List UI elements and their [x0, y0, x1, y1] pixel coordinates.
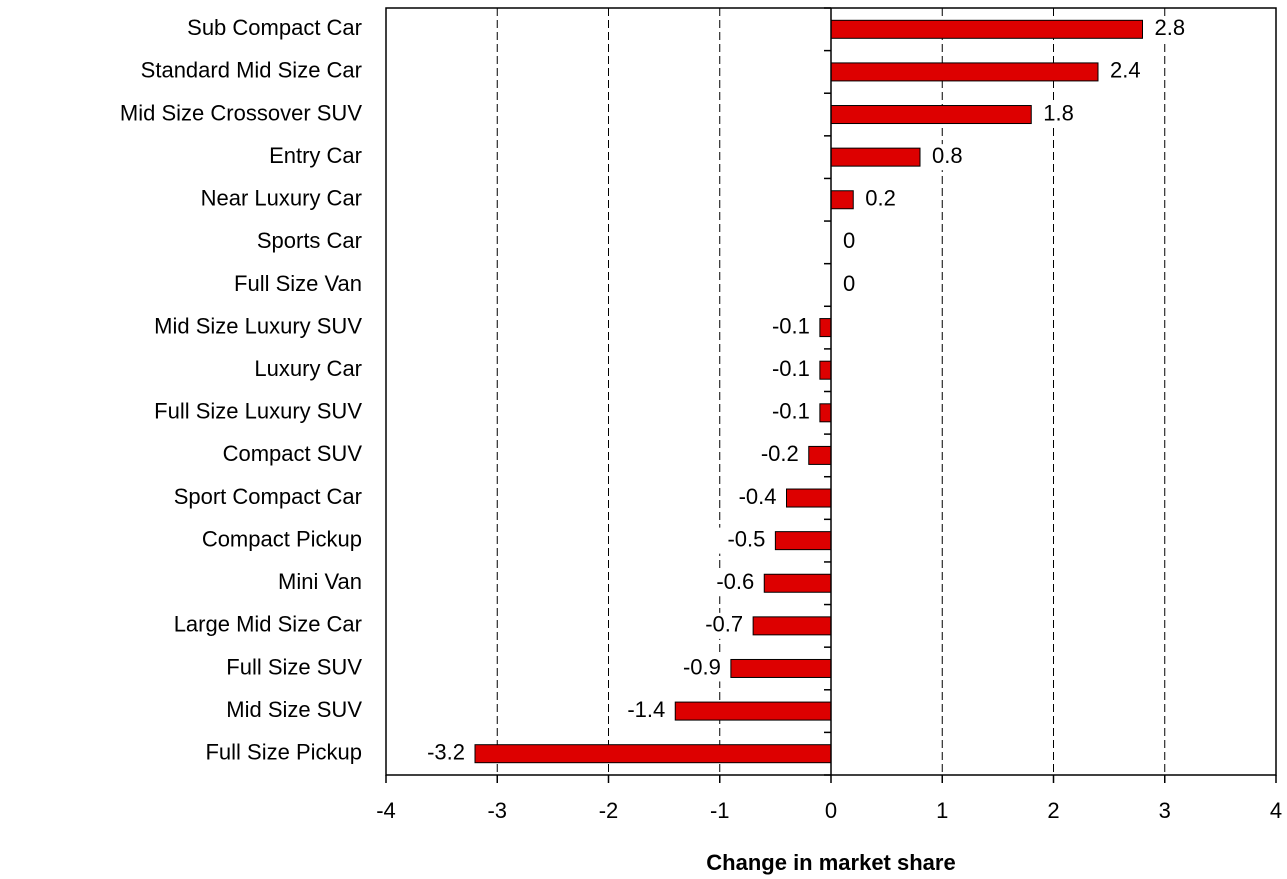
data-label: -0.6	[716, 569, 754, 594]
label-background	[667, 655, 724, 682]
bar	[830, 105, 1032, 125]
x-tick-label: 4	[1270, 798, 1282, 823]
label-background	[756, 357, 813, 384]
x-tick-label: -3	[487, 798, 507, 823]
x-tick-label: -2	[599, 798, 619, 823]
bar	[830, 190, 854, 210]
y-tick-label: Mid Size SUV	[226, 697, 362, 722]
x-tick-label: 3	[1159, 798, 1171, 823]
bar	[819, 360, 832, 380]
y-tick-label: Sports Car	[257, 228, 362, 253]
bar	[819, 318, 832, 338]
data-label: -0.1	[772, 399, 810, 424]
data-label: 0.8	[932, 143, 963, 168]
bar	[730, 658, 832, 678]
data-label: -0.2	[761, 441, 799, 466]
bar	[830, 62, 1099, 82]
bar	[819, 403, 832, 423]
y-tick-label: Standard Mid Size Car	[141, 58, 362, 83]
data-label: -0.5	[727, 526, 765, 551]
y-tick-label: Sport Compact Car	[174, 484, 362, 509]
data-label: 0	[843, 271, 855, 296]
x-axis-title: Change in market share	[706, 850, 955, 875]
label-background	[712, 527, 769, 554]
y-tick-label: Near Luxury Car	[201, 186, 362, 211]
label-background	[1151, 16, 1195, 43]
bar	[774, 531, 832, 551]
x-tick-label: -1	[710, 798, 730, 823]
y-tick-label: Mid Size Luxury SUV	[154, 313, 362, 338]
bar	[474, 744, 832, 764]
data-label: 0.2	[865, 186, 896, 211]
label-background	[690, 612, 747, 639]
data-label: -0.7	[705, 612, 743, 637]
label-background	[840, 229, 859, 256]
label-background	[1107, 58, 1151, 85]
label-background	[723, 485, 780, 512]
x-tick-label: 0	[825, 798, 837, 823]
label-background	[840, 271, 859, 298]
x-tick-label: 2	[1047, 798, 1059, 823]
bar	[674, 701, 832, 721]
label-background	[412, 740, 468, 767]
label-background	[1040, 101, 1084, 128]
label-background	[929, 144, 973, 171]
label-background	[756, 399, 813, 426]
data-label: 2.8	[1155, 15, 1186, 40]
y-tick-label: Mid Size Crossover SUV	[120, 100, 362, 125]
bar	[830, 147, 921, 167]
data-label: 1.8	[1043, 100, 1074, 125]
y-tick-label: Large Mid Size Car	[174, 612, 362, 637]
data-label: -0.9	[683, 654, 721, 679]
y-tick-label: Entry Car	[269, 143, 362, 168]
data-label: -0.1	[772, 313, 810, 338]
data-label: -0.4	[739, 484, 777, 509]
bar	[763, 573, 832, 593]
x-tick-label: -4	[376, 798, 396, 823]
label-background	[862, 186, 906, 213]
y-tick-label: Full Size SUV	[226, 654, 362, 679]
label-background	[756, 314, 813, 341]
y-tick-label: Full Size Luxury SUV	[154, 399, 362, 424]
y-tick-label: Sub Compact Car	[187, 15, 362, 40]
bar	[808, 445, 832, 465]
bar	[786, 488, 832, 508]
data-label: 0	[843, 228, 855, 253]
bar	[752, 616, 832, 636]
data-label: -1.4	[627, 697, 665, 722]
y-tick-label: Compact Pickup	[202, 526, 362, 551]
x-tick-label: 1	[936, 798, 948, 823]
y-tick-label: Full Size Van	[234, 271, 362, 296]
y-tick-label: Full Size Pickup	[205, 740, 362, 765]
label-background	[745, 442, 802, 469]
label-background	[701, 570, 758, 597]
data-label: -0.1	[772, 356, 810, 381]
data-label: -3.2	[427, 740, 465, 765]
y-tick-label: Mini Van	[278, 569, 362, 594]
y-tick-label: Luxury Car	[254, 356, 362, 381]
bar	[830, 19, 1143, 39]
data-label: 2.4	[1110, 58, 1141, 83]
label-background	[612, 698, 669, 725]
y-tick-label: Compact SUV	[223, 441, 363, 466]
